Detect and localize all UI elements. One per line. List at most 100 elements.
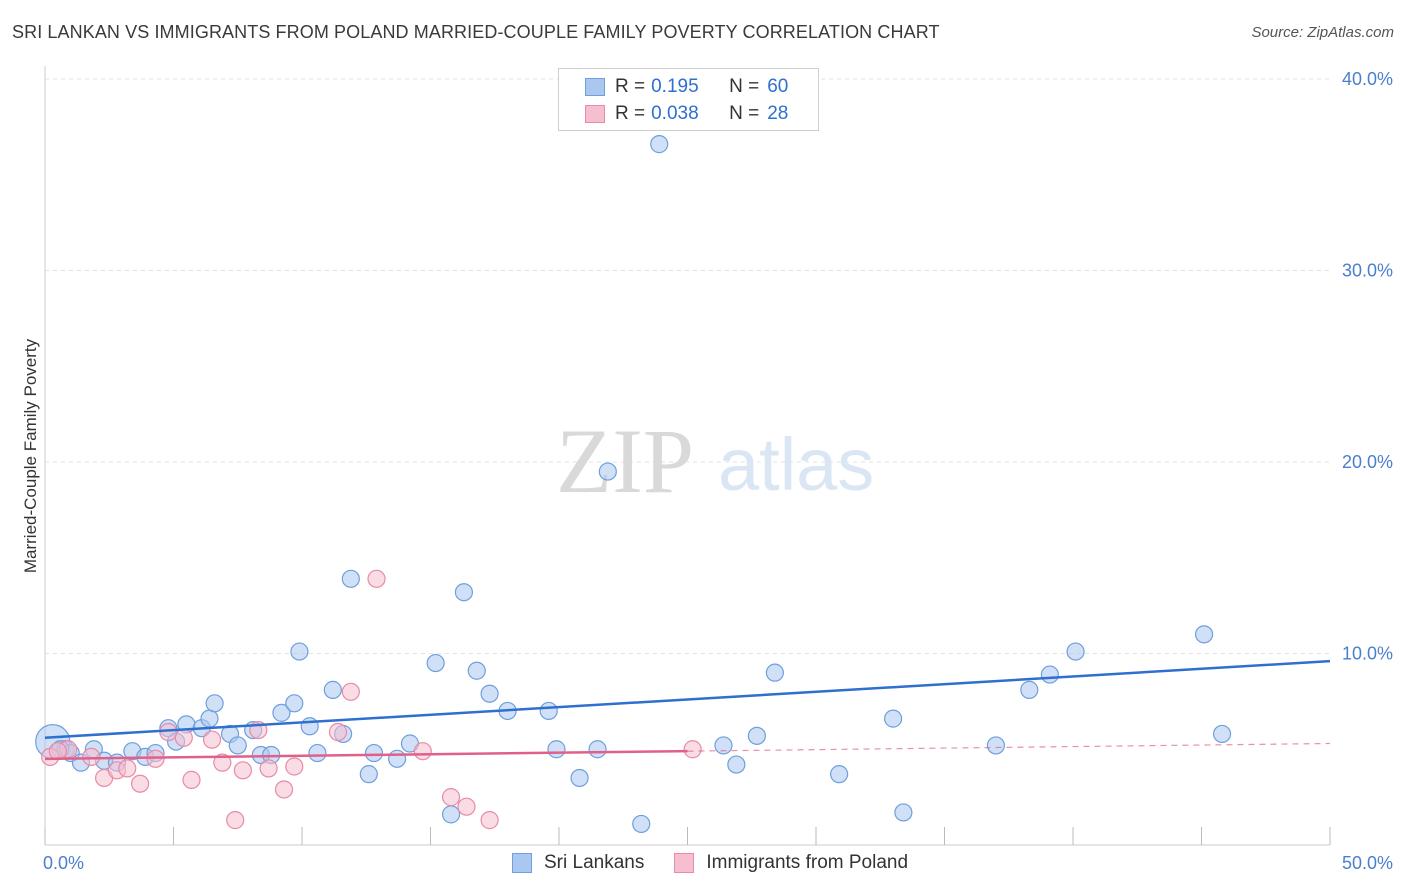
watermark-atlas: atlas [718, 423, 874, 506]
point-sri-lankans [894, 803, 913, 822]
legend-r-value: 0.195 [651, 76, 699, 97]
point-poland [441, 788, 461, 807]
data-points [35, 135, 1232, 834]
point-sri-lankans [714, 736, 733, 755]
point-poland [159, 722, 178, 742]
source-label: Source: ZipAtlas.com [1251, 24, 1394, 41]
legend-r-label: R = [615, 76, 646, 97]
point-poland [48, 742, 67, 761]
point-sri-lankans [1194, 625, 1214, 644]
point-poland [285, 757, 304, 776]
point-poland [82, 747, 101, 767]
point-sri-lankans [323, 680, 342, 699]
bottom-legend-item-poland[interactable]: Immigrants from Poland [674, 852, 908, 874]
bottom-legend-label: Immigrants from Poland [706, 852, 909, 873]
point-poland [226, 811, 245, 830]
point-sri-lankans [200, 709, 219, 728]
point-sri-lankans [272, 703, 291, 722]
point-sri-lankans [570, 768, 589, 788]
point-sri-lankans [650, 135, 669, 154]
point-poland [457, 797, 476, 816]
legend-swatch-poland [585, 105, 605, 123]
point-sri-lankans [308, 743, 327, 763]
bottom-legend-label: Sri Lankans [544, 852, 645, 873]
y-tick-label: 20.0% [1342, 452, 1393, 472]
point-poland [367, 569, 386, 588]
legend-row-poland: R = 0.038 N = 28 [585, 102, 788, 126]
point-sri-lankans [285, 694, 304, 713]
point-poland [182, 770, 201, 789]
point-sri-lankans [765, 663, 784, 682]
point-sri-lankans [588, 740, 607, 759]
watermark-zip: ZIP [556, 410, 694, 512]
chart-title: SRI LANKAN VS IMMIGRANTS FROM POLAND MAR… [12, 22, 940, 42]
point-poland [259, 759, 278, 778]
bottom-legend-swatch [512, 853, 532, 873]
legend-r-value: 0.038 [651, 103, 699, 124]
trend-line-poland-projection [687, 742, 1331, 752]
point-poland [274, 780, 294, 799]
bottom-legend-swatch [674, 853, 695, 873]
point-sri-lankans [539, 701, 558, 721]
legend-n-label: N = [729, 103, 760, 124]
point-poland [413, 742, 432, 761]
point-sri-lankans [986, 736, 1006, 755]
point-sri-lankans [454, 583, 474, 602]
trend-line-poland [44, 749, 688, 761]
axes [44, 66, 1331, 846]
legend-row-sri-lankans: R = 0.195 N = 60 [585, 75, 788, 99]
point-sri-lankans [747, 726, 766, 745]
point-sri-lankans [1040, 665, 1059, 684]
point-poland [130, 774, 150, 793]
watermark: ZIP atlas [556, 410, 874, 512]
point-poland [341, 682, 360, 701]
point-sri-lankans [341, 569, 360, 588]
point-poland [480, 811, 499, 830]
point-poland [683, 740, 702, 759]
trend-lines [44, 659, 1331, 761]
point-sri-lankans [1020, 680, 1039, 699]
point-sri-lankans [467, 661, 486, 680]
bottom-legend-item-sri-lankans[interactable]: Sri Lankans [512, 852, 644, 874]
point-sri-lankans [300, 717, 319, 736]
legend-n-label: N = [729, 76, 760, 97]
point-sri-lankans [441, 805, 461, 824]
point-sri-lankans [364, 743, 384, 763]
point-poland [213, 753, 232, 772]
point-sri-lankans [426, 653, 445, 673]
bottom-legend: Sri Lankans Immigrants from Poland [512, 852, 938, 874]
point-sri-lankans [205, 694, 224, 713]
point-sri-lankans [632, 814, 651, 834]
legend-swatch-sri-lankans [585, 78, 605, 96]
point-sri-lankans [727, 755, 746, 774]
point-poland [328, 722, 348, 742]
point-sri-lankans [480, 684, 499, 703]
point-sri-lankans [359, 765, 378, 784]
y-tick-label: 10.0% [1342, 644, 1393, 664]
point-poland [174, 728, 193, 747]
tick-labels: 10.0% 20.0% 30.0% 40.0% 0.0% 50.0% [43, 69, 1393, 873]
point-sri-lankans [883, 709, 903, 728]
y-axis-label: Married-Couple Family Poverty [21, 338, 40, 573]
x-tick-label: 0.0% [43, 853, 84, 873]
point-sri-lankans [547, 740, 566, 759]
grid-lines [45, 78, 1330, 654]
point-poland [118, 759, 137, 778]
legend-r-label: R = [615, 103, 646, 124]
legend-n-value: 60 [767, 76, 789, 97]
point-sri-lankans [290, 642, 309, 661]
point-sri-lankans [228, 736, 247, 755]
point-sri-lankans [1212, 724, 1232, 744]
point-poland [233, 761, 252, 780]
legend: R = 0.195 N = 60 R = 0.038 N = 28 [558, 68, 819, 131]
x-tick-label: 50.0% [1342, 853, 1393, 873]
point-poland [202, 730, 222, 749]
y-tick-label: 40.0% [1342, 69, 1393, 89]
point-sri-lankans [830, 765, 849, 784]
legend-n-value: 28 [767, 103, 789, 124]
point-sri-lankans [1066, 642, 1085, 661]
y-tick-label: 30.0% [1342, 261, 1393, 281]
point-sri-lankans [387, 749, 407, 768]
trend-line-sri-lankans [44, 659, 1331, 740]
